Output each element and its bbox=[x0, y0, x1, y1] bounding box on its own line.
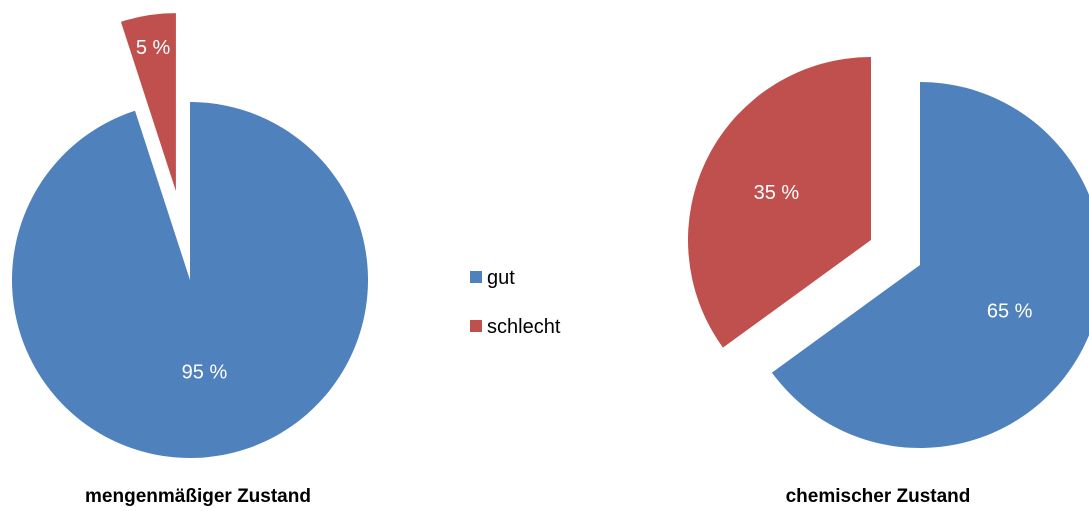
slice-value-label-schlecht: 5 % bbox=[136, 37, 171, 59]
pie-slice-gut bbox=[12, 102, 369, 458]
legend-swatch-schlecht bbox=[470, 320, 482, 332]
pie-slice-schlecht bbox=[687, 57, 871, 348]
pie-slice-gut bbox=[771, 82, 1089, 448]
slice-value-label-gut: 95 % bbox=[182, 361, 228, 383]
legend-swatch-gut bbox=[470, 271, 482, 283]
pie-chart-mengenmaessiger-zustand: 95 % 5 % bbox=[12, 13, 369, 458]
pie-slice-schlecht bbox=[120, 13, 176, 192]
chart-title-chemischer-zustand: chemischer Zustand bbox=[786, 486, 971, 507]
pie-chart-chemischer-zustand: 65 % 35 % bbox=[687, 57, 1089, 448]
slice-value-label-schlecht: 35 % bbox=[754, 182, 800, 204]
legend-label-schlecht: schlecht bbox=[487, 316, 561, 338]
chart-title-mengenmaessiger-zustand: mengenmäßiger Zustand bbox=[85, 486, 311, 507]
slice-value-label-gut: 65 % bbox=[987, 301, 1033, 323]
legend-label-gut: gut bbox=[487, 267, 515, 289]
legend: gut schlecht bbox=[470, 267, 561, 338]
